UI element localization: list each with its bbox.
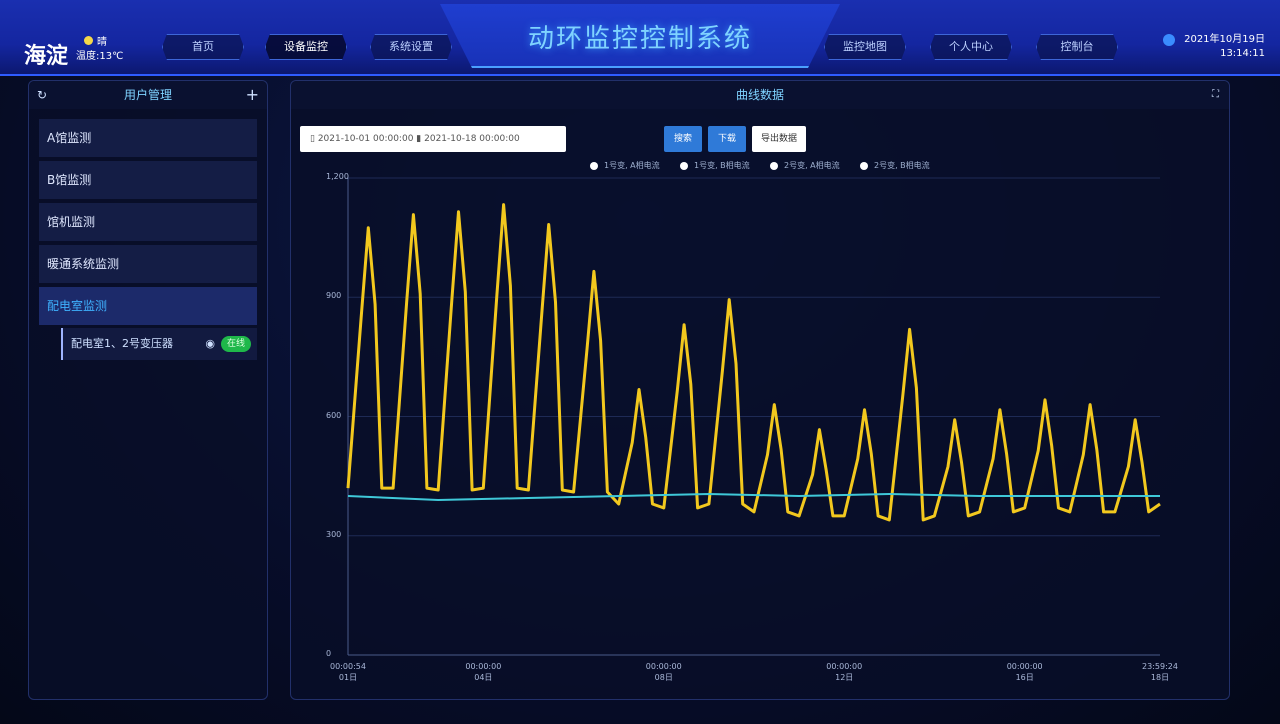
x-tick-time: 00:00:00 [465,662,502,671]
nav-home[interactable]: 首页 [162,34,244,60]
x-tick-day: 16日 [1015,673,1034,682]
fullscreen-icon[interactable]: ⛶ [1212,89,1219,100]
x-tick-label: 00:00:00 08日 [634,661,694,683]
legend-dot [590,161,598,170]
clock-icon [1163,34,1175,46]
download-button[interactable]: 下载 [708,126,746,152]
legend-item-1[interactable]: 1号变, A相电流 [590,160,660,171]
x-tick-label: 00:00:00 12日 [814,661,874,683]
legend-dot [770,161,778,170]
x-tick-day: 04日 [474,673,493,682]
datetime: 2021年10月19日 13:14:11 [1165,33,1265,61]
x-tick-day: 12日 [835,673,854,682]
add-icon[interactable]: + [245,85,259,104]
y-tick-label: 900 [326,291,342,301]
app-title: 动环监控控制系统 [527,24,752,54]
nav-console[interactable]: 控制台 [1036,34,1118,60]
sidebar-item-3[interactable]: 馆机监测 [39,203,257,241]
status-badge: 在线 [220,336,251,352]
title-plate [440,4,840,68]
y-tick-label: 600 [326,410,342,420]
nav-personal-center[interactable]: 个人中心 [930,34,1012,60]
sidebar-item-b[interactable]: B馆监测 [39,161,257,199]
x-tick-time: 00:00:54 [330,662,366,671]
time-text: 13:14:11 [1220,48,1265,59]
x-tick-time: 00:00:00 [645,662,682,671]
range-separator-icon: ▮ [416,134,425,144]
sidebar-subitem-transformer[interactable]: 配电室1、2号变压器 ◉ 在线 [61,328,257,360]
x-tick-label: 23:59:24 18日 [1130,661,1190,683]
date-text: 2021年10月19日 [1184,34,1265,45]
settings-icon[interactable]: ◉ [205,337,215,350]
sidebar-item-hvac[interactable]: 暖通系统监测 [39,245,257,283]
x-tick-day: 08日 [654,673,673,682]
legend-item-3[interactable]: 2号变, A相电流 [770,160,840,171]
calendar-icon: ▯ [310,134,318,144]
x-tick-label: 00:00:54 01日 [318,661,378,683]
chart-header: 曲线数据 ⛶ [291,81,1229,109]
nav-device-monitor[interactable]: 设备监控 [265,34,347,60]
chart-panel-title: 曲线数据 [735,88,784,102]
temperature: 温度:13℃ [76,51,124,62]
legend-dot [860,161,868,170]
date-range-input[interactable]: ▯ 2021-10-01 00:00:00 ▮ 2021-10-18 00:00… [300,126,566,152]
subitem-label: 配电室1、2号变压器 [71,337,173,350]
sidebar-title: 用户管理 [123,88,172,102]
header: 动环监控控制系统 海淀 晴 温度:13℃ 首页 设备监控 系统设置 监控地图 个… [0,0,1280,76]
start-date[interactable]: 2021-10-01 00:00:00 [317,134,414,144]
sun-icon [84,36,93,45]
x-tick-day: 18日 [1150,673,1170,682]
nav-system-settings[interactable]: 系统设置 [370,34,452,60]
sidebar-panel: ↻ 用户管理 + A馆监测 B馆监测 馆机监测 暖通系统监测 配电室监测 配电室… [28,80,268,700]
y-tick-label: 300 [326,529,342,539]
city-name: 海淀 [24,44,69,69]
sidebar-item-a[interactable]: A馆监测 [39,119,257,157]
chart-panel: 曲线数据 ⛶ [290,80,1230,700]
refresh-icon[interactable]: ↻ [37,88,48,102]
legend-dot [680,161,688,170]
legend-item-4[interactable]: 2号变, B相电流 [860,160,930,171]
x-tick-time: 23:59:24 [1142,662,1178,671]
end-date[interactable]: 2021-10-18 00:00:00 [424,134,520,144]
weather-text: 晴 [97,37,107,48]
sidebar-item-power-room[interactable]: 配电室监测 [39,287,257,325]
nav-monitor-map[interactable]: 监控地图 [824,34,906,60]
y-tick-label: 0 [326,649,332,658]
search-button[interactable]: 搜索 [664,126,702,152]
x-tick-time: 00:00:00 [826,662,863,671]
weather-widget: 晴 温度:13℃ [76,36,123,64]
x-tick-label: 00:00:00 16日 [995,661,1055,683]
x-tick-day: 01日 [338,673,358,682]
x-tick-time: 00:00:00 [1006,662,1043,671]
export-button[interactable]: 导出数据 [752,126,806,152]
sidebar-header: ↻ 用户管理 + [29,81,267,109]
x-tick-label: 00:00:00 04日 [453,661,513,683]
y-tick-label: 1,200 [326,172,349,181]
legend-item-2[interactable]: 1号变, B相电流 [680,160,750,171]
